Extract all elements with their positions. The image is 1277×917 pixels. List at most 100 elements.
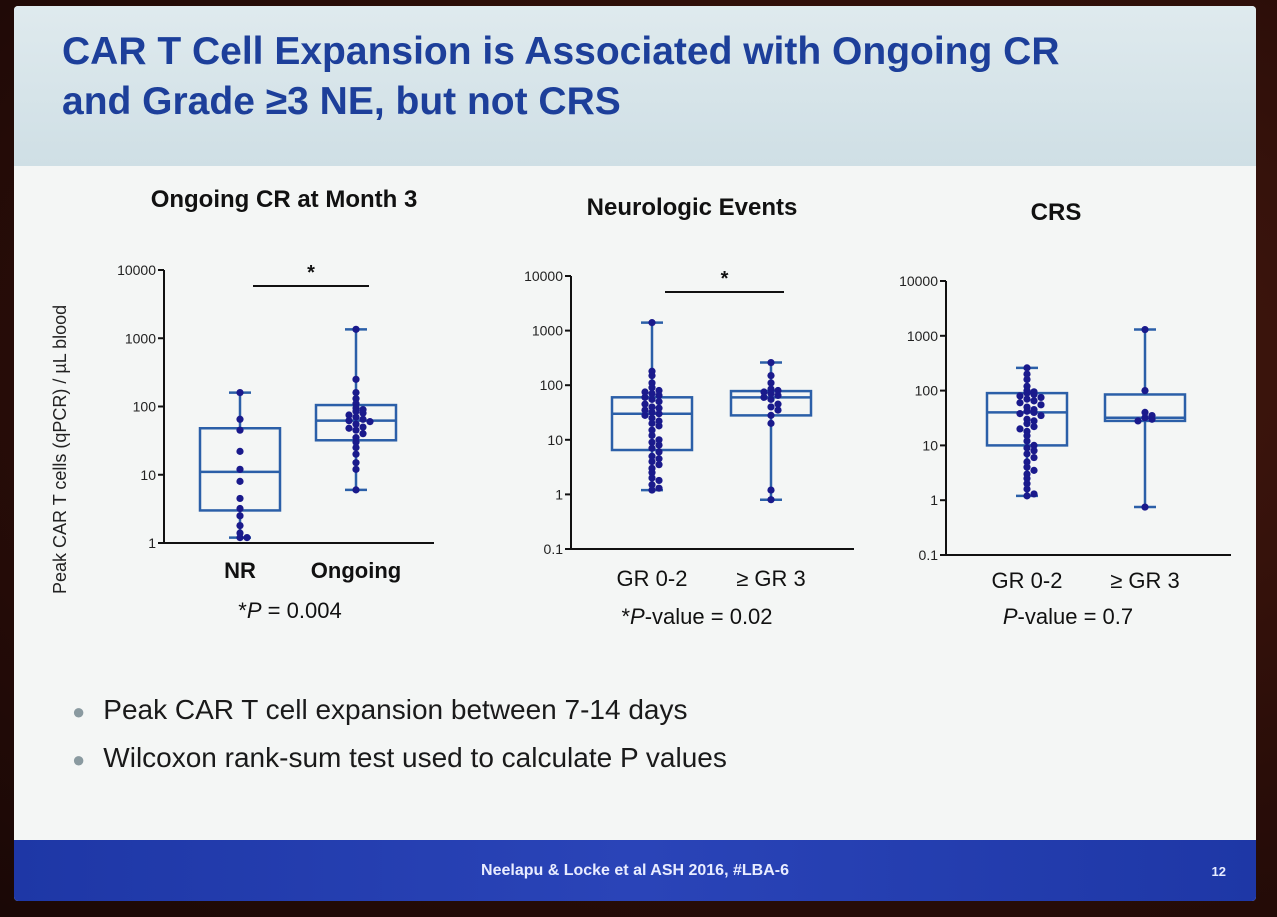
data-point xyxy=(236,504,244,513)
data-point xyxy=(767,390,775,398)
data-point xyxy=(655,455,663,463)
data-point xyxy=(641,393,649,401)
p-value-symbol: P xyxy=(630,604,645,629)
bullet-text: Peak CAR T cell expansion between 7-14 d… xyxy=(103,694,688,725)
data-point xyxy=(236,512,244,520)
y-tick-label: 1 xyxy=(930,492,938,508)
data-point xyxy=(1030,423,1038,431)
data-point xyxy=(774,406,782,414)
data-point xyxy=(359,415,367,423)
y-tick-label: 100 xyxy=(133,399,157,415)
p-value-text: -value = 0.02 xyxy=(645,604,773,629)
data-point xyxy=(352,388,360,397)
data-point xyxy=(648,319,656,327)
data-point xyxy=(352,395,360,403)
chart-title: CRS xyxy=(1031,199,1082,226)
data-point xyxy=(655,461,663,469)
data-point xyxy=(1023,463,1031,471)
data-point xyxy=(760,393,768,401)
data-point xyxy=(1023,370,1031,378)
data-point xyxy=(1023,444,1031,452)
data-point xyxy=(1023,364,1031,372)
data-point xyxy=(767,395,775,403)
data-point xyxy=(1030,466,1038,474)
data-point xyxy=(655,422,663,430)
data-point xyxy=(352,375,360,383)
y-tick-label: 0.1 xyxy=(919,547,939,563)
y-tick-label: 10000 xyxy=(117,262,156,278)
data-point xyxy=(767,419,775,427)
data-point xyxy=(236,477,244,485)
data-point xyxy=(236,465,244,473)
data-point xyxy=(648,481,656,489)
category-label: GR 0-2 xyxy=(617,566,688,591)
data-point xyxy=(1023,474,1031,482)
y-tick-label: 1000 xyxy=(125,330,156,346)
data-point xyxy=(1016,410,1024,418)
data-point xyxy=(760,388,768,396)
data-point xyxy=(1037,401,1045,409)
data-point xyxy=(1030,390,1038,399)
data-point xyxy=(641,411,649,419)
data-point xyxy=(655,410,663,418)
data-point xyxy=(352,438,360,446)
bullet-item: ● Peak CAR T cell expansion between 7-14 … xyxy=(72,686,727,734)
data-point xyxy=(1141,325,1149,334)
data-point xyxy=(767,379,775,387)
category-label: ≥ GR 3 xyxy=(1110,568,1180,593)
y-tick-label: 10 xyxy=(922,437,938,453)
data-point xyxy=(767,371,775,380)
data-point xyxy=(1023,432,1031,440)
data-point xyxy=(1030,441,1038,449)
bullet-item: ● Wilcoxon rank-sum test used to calculat… xyxy=(72,734,727,782)
y-tick-label: 10 xyxy=(140,467,156,483)
data-point xyxy=(236,494,244,503)
data-point xyxy=(774,400,782,408)
slide-title-line-2: and Grade ≥3 NE, but not CRS xyxy=(62,80,621,123)
data-point xyxy=(236,415,244,423)
data-point xyxy=(655,398,663,406)
data-point xyxy=(648,419,656,427)
data-point xyxy=(1030,397,1038,405)
data-point xyxy=(1023,437,1031,445)
data-point xyxy=(236,533,244,542)
data-point xyxy=(1037,411,1045,420)
data-point xyxy=(655,448,663,456)
data-point xyxy=(1037,393,1045,402)
charts-area: Peak CAR T cells (qPCR) / µL blood Ongoi… xyxy=(50,186,1231,629)
data-point xyxy=(648,486,656,494)
data-point xyxy=(767,411,775,419)
page-number: 12 xyxy=(1211,864,1226,879)
data-point xyxy=(648,452,656,460)
p-value-prefix: * xyxy=(621,604,630,629)
category-label: GR 0-2 xyxy=(992,568,1063,593)
data-point xyxy=(352,426,360,434)
data-point xyxy=(1023,419,1031,428)
data-point xyxy=(774,391,782,400)
data-point xyxy=(359,423,367,431)
data-point xyxy=(648,390,656,398)
data-point xyxy=(1023,458,1031,466)
y-tick-label: 1 xyxy=(555,486,563,502)
data-point xyxy=(1023,485,1031,493)
data-point xyxy=(1134,417,1142,425)
data-point xyxy=(1016,392,1024,400)
data-point xyxy=(236,388,244,397)
data-point xyxy=(1023,492,1031,500)
data-point xyxy=(1141,387,1149,395)
bullet-list: ● Peak CAR T cell expansion between 7-14 … xyxy=(72,686,727,782)
p-value-symbol: P xyxy=(247,598,262,623)
bullet-dot-icon: ● xyxy=(72,747,86,772)
y-tick-label: 100 xyxy=(540,377,564,393)
data-point xyxy=(767,403,775,411)
data-point xyxy=(352,413,360,421)
y-tick-label: 1000 xyxy=(907,328,938,344)
data-point xyxy=(648,395,656,403)
data-point xyxy=(1030,453,1038,462)
data-point xyxy=(648,457,656,466)
data-point xyxy=(648,426,656,434)
chart-crs: CRS 0.1 1 10 100 1000 10000 GR 0-2 ≥ GR 3 P-value… xyxy=(899,199,1231,629)
p-value-symbol: P xyxy=(1003,604,1018,629)
chart-ongoing-cr: Ongoing CR at Month 3 1 10 100 1000 10000 NR On… xyxy=(117,186,434,623)
data-point xyxy=(1148,415,1156,423)
